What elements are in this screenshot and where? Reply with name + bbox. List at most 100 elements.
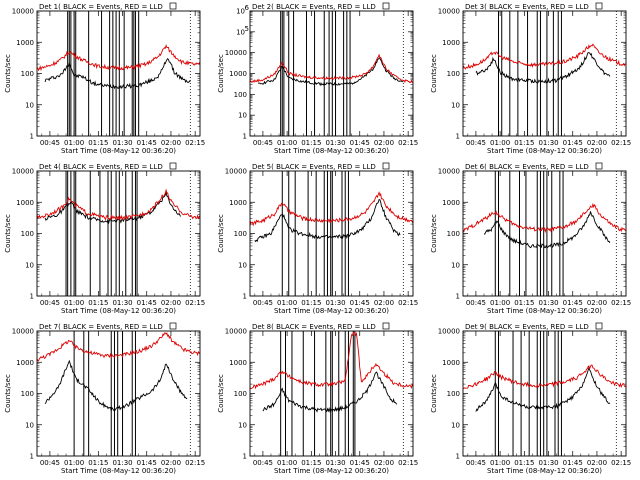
panel-det-4: Det 4( BLACK = Events, RED = LLD 1 10 100 10… (0, 160, 213, 320)
y-axis-label: Counts/sec (4, 214, 12, 253)
chart-det-3: Det 3( BLACK = Events, RED = LLD 1 10 100 10… (430, 2, 631, 155)
y-tick-label: 100 (234, 390, 247, 398)
x-tick-label: 02:00 (374, 459, 394, 467)
y-axis-label: Counts/sec (430, 214, 438, 253)
y-tick-label: 1 (243, 133, 247, 141)
x-axis-label: Start Time (08-May-12 00:36:20) (274, 147, 389, 155)
chart-det-1: Det 1( BLACK = Events, RED = LLD 1 10 100 10… (4, 2, 205, 155)
y-tick-label: 1000 (16, 39, 34, 47)
x-tick-label: 01:30 (325, 139, 345, 147)
x-tick-label: 00:45 (40, 299, 60, 307)
legend-box (382, 2, 390, 10)
series-events-line (44, 191, 181, 225)
y-tick-label: 10 (451, 101, 460, 109)
legend-box (595, 322, 603, 330)
y-tick-label: 10000 (12, 168, 34, 176)
legend-box (169, 322, 177, 330)
y-tick-label: 10000 (225, 49, 247, 57)
y-tick-label: 10000 (225, 328, 247, 336)
series-lld-line (249, 191, 414, 227)
panel-det-9: Det 9( BLACK = Events, RED = LLD 1 10 100 10… (426, 320, 639, 480)
y-tick-label: 1000 (229, 359, 247, 367)
y-tick-label: 1 (456, 453, 460, 461)
y-tick-label: 1000 (229, 199, 247, 207)
x-tick-label: 01:00 (490, 139, 510, 147)
x-tick-label: 02:15 (185, 139, 205, 147)
x-axis-label: Start Time (08-May-12 00:36:20) (274, 467, 389, 475)
plot-frame (36, 170, 201, 297)
y-tick-label: 10 (25, 101, 34, 109)
panel-det-2: Det 2( BLACK = Events, RED = LLD 1 10 100 10… (213, 0, 426, 160)
chart-det-2: Det 2( BLACK = Events, RED = LLD 1 10 100 10… (217, 2, 418, 155)
x-tick-label: 01:00 (490, 299, 510, 307)
plot-frame (36, 330, 201, 457)
y-tick-label: 1 (30, 453, 34, 461)
series-lld-line (249, 53, 414, 84)
x-tick-label: 02:15 (185, 299, 205, 307)
x-tick-label: 01:00 (64, 459, 84, 467)
x-tick-label: 01:30 (325, 459, 345, 467)
chart-det-9: Det 9( BLACK = Events, RED = LLD 1 10 100 10… (430, 322, 631, 475)
y-tick-label: 1000 (442, 199, 460, 207)
series-lld-line (462, 202, 627, 234)
x-tick-label: 01:45 (350, 299, 370, 307)
x-tick-label: 01:30 (538, 459, 558, 467)
x-tick-label: 02:15 (611, 459, 631, 467)
y-axis-label: Counts/sec (430, 54, 438, 93)
legend-box (382, 162, 390, 170)
series-lld-line (249, 331, 414, 390)
y-tick-label: 100 (21, 230, 34, 238)
panel-det-3: Det 3( BLACK = Events, RED = LLD 1 10 100 10… (426, 0, 639, 160)
panel-det-1: Det 1( BLACK = Events, RED = LLD 1 10 100 10… (0, 0, 213, 160)
x-tick-label: 00:45 (253, 139, 273, 147)
series-events-line (44, 359, 188, 413)
chart-det-5: Det 5( BLACK = Events, RED = LLD 1 10 100 10… (217, 162, 418, 315)
chart-title: Det 6( BLACK = Events, RED = LLD (465, 163, 589, 171)
x-tick-label: 01:15 (301, 299, 321, 307)
y-tick-label: 1000 (442, 359, 460, 367)
y-tick-label: 1 (30, 293, 34, 301)
x-tick-label: 01:00 (277, 459, 297, 467)
chart-title: Det 4( BLACK = Events, RED = LLD (39, 163, 163, 171)
chart-title: Det 9( BLACK = Events, RED = LLD (465, 323, 589, 331)
y-tick-label: 100 (447, 230, 460, 238)
x-tick-label: 02:15 (185, 459, 205, 467)
x-tick-label: 02:15 (398, 299, 418, 307)
x-tick-label: 01:45 (350, 459, 370, 467)
y-tick-label: 10000 (438, 168, 460, 176)
x-axis-label: Start Time (08-May-12 00:36:20) (487, 147, 602, 155)
y-tick-label-exponent: 5 (245, 25, 249, 33)
y-tick-label: 1000 (229, 70, 247, 78)
legend-box (595, 2, 603, 10)
x-tick-label: 02:00 (587, 459, 607, 467)
x-tick-label: 02:00 (161, 139, 181, 147)
plot-frame (462, 170, 627, 297)
chart-title: Det 7( BLACK = Events, RED = LLD (39, 323, 163, 331)
panel-det-6: Det 6( BLACK = Events, RED = LLD 1 10 100 10… (426, 160, 639, 320)
y-tick-label: 100 (447, 390, 460, 398)
x-tick-label: 00:45 (466, 299, 486, 307)
y-tick-label: 1000 (442, 39, 460, 47)
y-axis-label: Counts/sec (4, 54, 12, 93)
series-events-line (44, 57, 191, 90)
x-tick-label: 01:45 (137, 299, 157, 307)
x-tick-label: 01:15 (88, 139, 108, 147)
x-tick-label: 02:00 (374, 299, 394, 307)
y-axis-label: Counts/sec (4, 374, 12, 413)
x-tick-label: 01:30 (538, 139, 558, 147)
y-tick-label: 1 (30, 133, 34, 141)
x-tick-label: 01:00 (277, 139, 297, 147)
legend-box (169, 162, 177, 170)
legend-box (169, 2, 177, 10)
y-axis-label: Counts/sec (217, 374, 225, 413)
x-axis-label: Start Time (08-May-12 00:36:20) (487, 307, 602, 315)
y-axis-label: Counts/sec (217, 214, 225, 253)
x-tick-label: 01:15 (301, 139, 321, 147)
chart-title: Det 3( BLACK = Events, RED = LLD (465, 3, 589, 11)
y-tick-label: 10 (25, 421, 34, 429)
x-tick-label: 01:45 (137, 139, 157, 147)
plot-frame (249, 170, 414, 297)
series-lld-line (36, 43, 201, 72)
y-tick-label: 10 (236, 28, 245, 36)
x-tick-label: 01:45 (563, 299, 583, 307)
